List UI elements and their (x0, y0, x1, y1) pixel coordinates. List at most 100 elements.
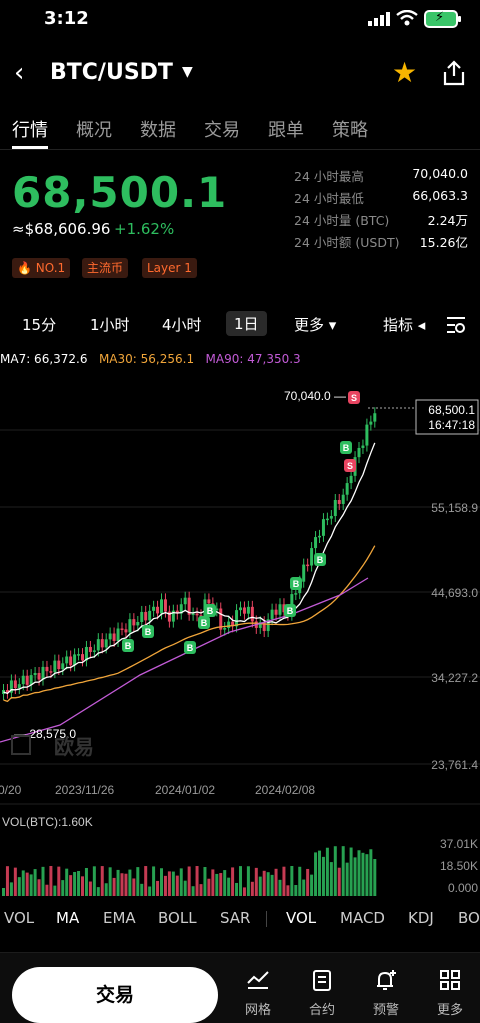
tab-overview[interactable]: 概况 (76, 120, 112, 141)
volume-bar (239, 866, 242, 896)
pair-title[interactable]: BTC/USDT (50, 60, 173, 85)
volume-bar (290, 866, 294, 896)
volume-bar (274, 868, 278, 896)
ma7-line (3, 442, 376, 695)
volume-bar (223, 870, 227, 896)
ind-vol[interactable]: VOL (286, 909, 317, 927)
tab-copy[interactable]: 跟单 (268, 120, 304, 141)
candle-body (120, 628, 124, 631)
interval-15m[interactable]: 15分 (22, 316, 57, 334)
tab-trade[interactable]: 交易 (204, 120, 240, 141)
volume-bar (45, 884, 49, 896)
volume-bar (258, 876, 262, 896)
buy-marker-label: B (317, 555, 324, 565)
tab-data[interactable]: 数据 (140, 120, 176, 141)
volume-bar (41, 866, 45, 896)
sell-marker-label: S (351, 393, 357, 403)
ind-bo[interactable]: BO (458, 909, 480, 927)
ma90-line (0, 577, 369, 743)
candle-body (96, 639, 100, 651)
ind-ma[interactable]: MA (56, 909, 80, 927)
candle-body (341, 494, 345, 504)
chart-settings-icon[interactable] (446, 316, 466, 334)
y-tick-label: 34,227.2 (431, 671, 478, 685)
ind-macd[interactable]: MACD (340, 909, 385, 927)
ind-ema[interactable]: EMA (103, 909, 136, 927)
candle-body (329, 516, 333, 519)
candle-body (369, 421, 373, 425)
ind-vol-main[interactable]: VOL (4, 909, 35, 927)
candle-body (239, 607, 242, 611)
volume-bar (128, 869, 132, 896)
tab-market[interactable]: 行情 (12, 120, 48, 141)
y-tick-label: 44,693.0 (431, 586, 478, 600)
trade-button[interactable]: 交易 (12, 967, 218, 1023)
interval-bar: 15分 1小时 4小时 1日 更多 ▾ 指标 ◂ (0, 310, 480, 340)
nav-more[interactable]: 更多 (430, 969, 470, 1018)
back-icon[interactable]: ‹ (14, 58, 25, 88)
nav-alert[interactable]: 预警 (366, 969, 406, 1018)
volume-bar (33, 869, 37, 896)
volume-chart[interactable]: VOL(BTC):1.60K 37.01K 18.50K 0.000 (0, 800, 480, 905)
candle-body (29, 675, 33, 685)
volume-bar (361, 852, 365, 896)
volume-bar (203, 867, 207, 896)
candle-body (274, 609, 278, 615)
ind-sar[interactable]: SAR (220, 909, 251, 927)
volume-bar (321, 856, 325, 896)
x-tick-label: 2023/11/26 (55, 783, 114, 797)
candle-body (108, 633, 112, 640)
buy-marker-label: B (187, 643, 194, 653)
volume-bar (163, 875, 167, 896)
interval-1d[interactable]: 1日 (226, 311, 267, 336)
indicator-button[interactable]: 指标 ◂ (383, 316, 426, 334)
candle-body (235, 610, 239, 627)
star-icon[interactable]: ★ (392, 56, 418, 89)
volume-bar (61, 880, 65, 896)
candle-body (53, 660, 57, 673)
candle-body (187, 597, 191, 615)
volume-bar (29, 874, 33, 896)
volume-bar (187, 866, 191, 896)
volume-bar (314, 852, 318, 896)
candle-body (219, 608, 223, 630)
signal-icon (368, 12, 390, 26)
status-bar: 3:12 ⚡ (0, 0, 480, 40)
candle-body (223, 628, 227, 630)
interval-more[interactable]: 更多 ▾ (294, 316, 337, 334)
volume-bar (294, 885, 298, 896)
volume-bar (112, 877, 116, 896)
nav-contract[interactable]: 合约 (302, 969, 342, 1018)
candle-body (124, 629, 128, 633)
volume-bar (318, 850, 321, 896)
interval-1h[interactable]: 1小时 (90, 316, 130, 334)
contract-icon (313, 970, 331, 991)
volume-bar (5, 866, 9, 896)
candlestick-chart[interactable]: 55,158.9 44,693.0 34,227.2 23,761.4 0/20 2023… (0, 370, 480, 800)
volume-bar (96, 887, 100, 896)
candle-body (258, 622, 262, 628)
candle-body (21, 675, 25, 685)
tab-strategy[interactable]: 策略 (332, 120, 368, 141)
apps-grid-icon (440, 970, 460, 990)
nav-grid-label: 网格 (244, 1003, 271, 1018)
share-icon[interactable] (442, 60, 466, 86)
sell-marker-label: S (347, 461, 353, 471)
nav-grid[interactable]: 网格 (238, 969, 278, 1018)
candle-body (333, 500, 337, 517)
ind-boll[interactable]: BOLL (158, 909, 197, 927)
volume-bar (199, 884, 203, 896)
candle-body (148, 610, 152, 621)
buy-marker-label: B (293, 579, 300, 589)
interval-4h[interactable]: 4小时 (162, 316, 202, 334)
chevron-down-icon[interactable]: ▼ (182, 64, 193, 80)
battery-icon: ⚡ (424, 10, 461, 28)
ind-kdj[interactable]: KDJ (408, 909, 434, 927)
candle-body (144, 611, 148, 621)
volume-bar (211, 869, 215, 896)
stat-label: 24 小时额 (USDT) (294, 235, 400, 250)
buy-marker (184, 641, 196, 654)
volume-bar (227, 877, 231, 896)
ma7-label: MA7: 66,372.6 (0, 352, 88, 366)
volume-bar (73, 871, 77, 896)
